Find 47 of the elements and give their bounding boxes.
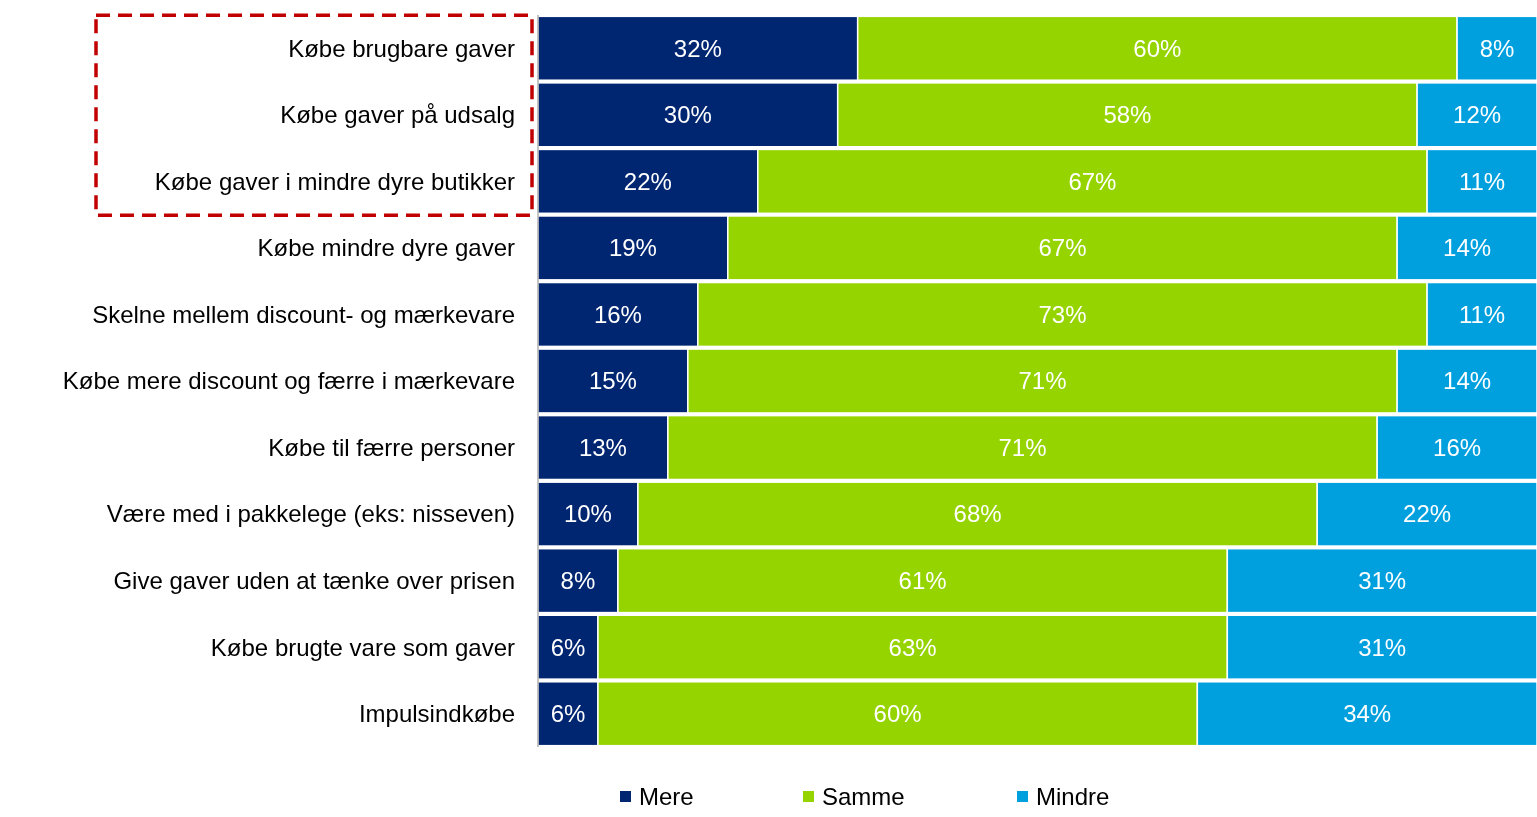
- data-label: 60%: [873, 700, 922, 728]
- legend-label: Mere: [639, 783, 694, 811]
- y-tick-label: Være med i pakkelege (eks: nisseven): [106, 500, 515, 528]
- data-label: 30%: [663, 101, 712, 129]
- series-label: Samme: [822, 783, 905, 811]
- data-label: 60%: [1133, 34, 1182, 62]
- data-label: 31%: [1358, 567, 1407, 595]
- data-label: 67%: [1038, 234, 1087, 262]
- data-label: 34%: [1343, 700, 1392, 728]
- data-label: 63%: [888, 633, 937, 661]
- y-tick-label: Give gaver uden at tænke over prisen: [113, 567, 515, 595]
- data-label: 58%: [1103, 101, 1152, 129]
- data-label: 71%: [1018, 367, 1067, 395]
- data-label: 71%: [998, 433, 1047, 461]
- data-label: 61%: [898, 567, 947, 595]
- y-tick-label: Købe gaver i mindre dyre butikker: [154, 167, 515, 195]
- y-tick-label: Købe mere discount og færre i mærkevare: [62, 367, 515, 395]
- data-label: 12%: [1453, 101, 1502, 129]
- data-label: 19%: [608, 234, 657, 262]
- data-label: 14%: [1443, 367, 1492, 395]
- y-tick-label: Købe til færre personer: [268, 433, 515, 461]
- y-tick-label: Købe mindre dyre gaver: [257, 234, 515, 262]
- data-label: 16%: [593, 300, 642, 328]
- data-label: 6%: [550, 700, 586, 728]
- data-label: 32%: [673, 34, 722, 62]
- data-label: 14%: [1443, 234, 1492, 262]
- data-label: 13%: [578, 433, 627, 461]
- data-label: 22%: [623, 167, 672, 195]
- y-tick-label: Købe brugbare gaver: [288, 34, 515, 62]
- legend-label: Mindre: [1036, 783, 1110, 811]
- y-tick-label: Købe brugte vare som gaver: [210, 633, 515, 661]
- data-label: 16%: [1433, 433, 1482, 461]
- data-label: 11%: [1458, 300, 1506, 328]
- data-label: 67%: [1068, 167, 1117, 195]
- data-label: 10%: [563, 500, 612, 528]
- y-tick-label: Skelne mellem discount- og mærkevare: [92, 300, 515, 328]
- data-label: 22%: [1403, 500, 1452, 528]
- data-label: 15%: [588, 367, 637, 395]
- data-label: 8%: [1479, 34, 1515, 62]
- data-label: 11%: [1458, 167, 1506, 195]
- data-label: 73%: [1038, 300, 1087, 328]
- data-label: 6%: [550, 633, 586, 661]
- data-label: 68%: [953, 500, 1002, 528]
- data-label: 31%: [1358, 633, 1407, 661]
- data-label: 8%: [560, 567, 596, 595]
- y-tick-label: Impulsindkøbe: [358, 700, 515, 728]
- y-tick-label: Købe gaver på udsalg: [280, 101, 515, 129]
